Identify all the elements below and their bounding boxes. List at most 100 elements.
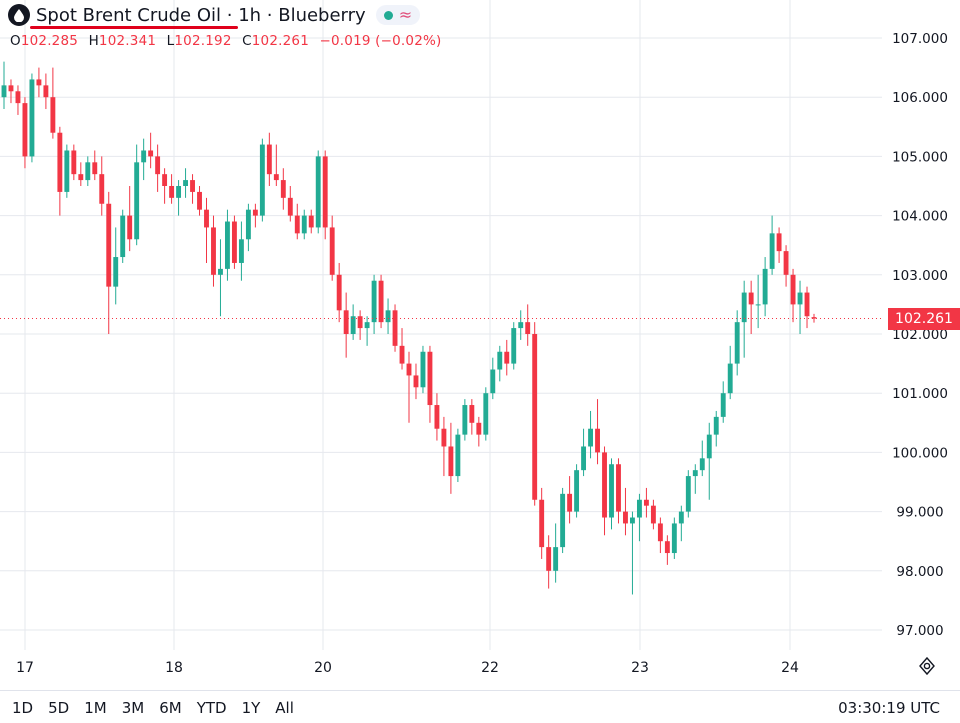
candle[interactable] bbox=[301, 209, 307, 240]
candle[interactable] bbox=[155, 144, 161, 192]
candle[interactable] bbox=[329, 215, 335, 281]
candle[interactable] bbox=[120, 209, 126, 263]
candle[interactable] bbox=[755, 274, 761, 329]
candle[interactable] bbox=[734, 310, 740, 376]
candle[interactable] bbox=[36, 67, 42, 98]
candle[interactable] bbox=[720, 381, 726, 423]
candle[interactable] bbox=[315, 150, 321, 234]
range-button-all[interactable]: All bbox=[275, 699, 294, 717]
candle[interactable] bbox=[8, 79, 14, 104]
candle[interactable] bbox=[567, 476, 573, 524]
candle[interactable] bbox=[671, 517, 677, 559]
candle[interactable] bbox=[371, 274, 377, 334]
candle[interactable] bbox=[616, 458, 621, 524]
candle[interactable] bbox=[85, 156, 91, 186]
candle[interactable] bbox=[322, 150, 328, 240]
candle[interactable] bbox=[252, 203, 258, 228]
candle[interactable] bbox=[741, 280, 747, 358]
candle[interactable] bbox=[804, 286, 810, 329]
candle[interactable] bbox=[769, 215, 775, 275]
candle[interactable] bbox=[713, 410, 719, 447]
candle[interactable] bbox=[664, 535, 670, 565]
candle[interactable] bbox=[539, 487, 545, 559]
candle[interactable] bbox=[169, 174, 175, 204]
candle[interactable] bbox=[574, 464, 580, 518]
candle[interactable] bbox=[266, 132, 272, 186]
candle[interactable] bbox=[57, 126, 63, 216]
candle[interactable] bbox=[434, 393, 440, 441]
candle[interactable] bbox=[497, 345, 503, 382]
candle[interactable] bbox=[287, 186, 293, 222]
candle[interactable] bbox=[630, 511, 635, 595]
candle[interactable] bbox=[483, 387, 489, 441]
candle[interactable] bbox=[336, 262, 342, 323]
candle[interactable] bbox=[176, 180, 182, 216]
range-button-5d[interactable]: 5D bbox=[48, 699, 70, 717]
candle[interactable] bbox=[259, 138, 265, 222]
candle[interactable] bbox=[204, 197, 209, 263]
candle[interactable] bbox=[238, 221, 244, 281]
candle[interactable] bbox=[748, 280, 754, 334]
candle[interactable] bbox=[364, 316, 370, 346]
candle[interactable] bbox=[127, 186, 133, 252]
candle[interactable] bbox=[776, 227, 782, 263]
candle[interactable] bbox=[71, 144, 77, 181]
candle[interactable] bbox=[211, 215, 216, 287]
candle[interactable] bbox=[706, 422, 712, 500]
candle[interactable] bbox=[455, 428, 461, 482]
axis-settings-button[interactable] bbox=[917, 656, 937, 676]
candle[interactable] bbox=[294, 203, 300, 240]
range-button-1y[interactable]: 1Y bbox=[241, 699, 261, 717]
candle[interactable] bbox=[43, 73, 49, 110]
candle[interactable] bbox=[797, 280, 803, 334]
candle[interactable] bbox=[29, 73, 35, 163]
candle[interactable] bbox=[595, 399, 600, 465]
candle[interactable] bbox=[197, 186, 202, 216]
candle[interactable] bbox=[106, 191, 112, 334]
candle[interactable] bbox=[623, 487, 628, 536]
candle[interactable] bbox=[357, 310, 363, 340]
candle[interactable] bbox=[692, 464, 698, 494]
candle[interactable] bbox=[392, 304, 398, 352]
candle[interactable] bbox=[699, 440, 705, 477]
range-button-6m[interactable]: 6M bbox=[159, 699, 182, 717]
candle[interactable] bbox=[231, 215, 237, 269]
candle[interactable] bbox=[50, 67, 56, 139]
candle[interactable] bbox=[448, 422, 454, 494]
candle[interactable] bbox=[273, 144, 279, 186]
candle[interactable] bbox=[469, 399, 475, 435]
candle[interactable] bbox=[490, 357, 496, 400]
candle[interactable] bbox=[462, 399, 468, 441]
candle[interactable] bbox=[678, 505, 684, 542]
candle[interactable] bbox=[385, 298, 391, 334]
candle[interactable] bbox=[504, 339, 510, 376]
candle[interactable] bbox=[225, 209, 230, 281]
candle[interactable] bbox=[92, 150, 98, 181]
candle[interactable] bbox=[762, 257, 768, 317]
candle[interactable] bbox=[811, 313, 817, 323]
range-button-ytd[interactable]: YTD bbox=[196, 699, 227, 717]
candle[interactable] bbox=[525, 304, 531, 346]
candle[interactable] bbox=[441, 416, 447, 477]
candle[interactable] bbox=[727, 345, 733, 400]
candle[interactable] bbox=[685, 470, 691, 518]
candle[interactable] bbox=[602, 446, 607, 536]
candle[interactable] bbox=[1, 61, 7, 110]
candle[interactable] bbox=[343, 292, 349, 358]
range-button-1m[interactable]: 1M bbox=[84, 699, 107, 717]
candle[interactable] bbox=[783, 245, 789, 287]
candle[interactable] bbox=[657, 517, 663, 554]
candle[interactable] bbox=[64, 144, 70, 198]
candle[interactable] bbox=[378, 274, 384, 329]
candle[interactable] bbox=[399, 328, 405, 370]
candle[interactable] bbox=[413, 363, 419, 400]
candle[interactable] bbox=[476, 416, 482, 447]
candle[interactable] bbox=[162, 168, 168, 204]
candle[interactable] bbox=[134, 144, 140, 246]
candle[interactable] bbox=[113, 227, 119, 305]
candle[interactable] bbox=[406, 351, 412, 423]
price-chart[interactable]: 107.000 106.000 105.000 104.000 103.000 102.0… bbox=[0, 0, 960, 690]
candle[interactable] bbox=[308, 209, 314, 234]
candle[interactable] bbox=[141, 138, 147, 181]
candle[interactable] bbox=[148, 132, 154, 169]
